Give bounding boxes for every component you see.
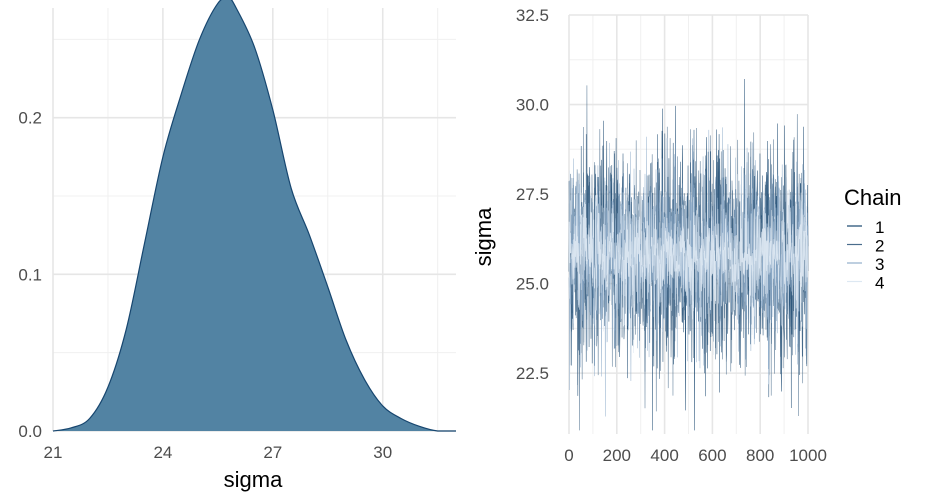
- density-fill: [53, 0, 456, 431]
- legend-title: Chain: [844, 185, 901, 210]
- density-chart: 0.0 0.1 0.2 21 24 27 30 sigma: [18, 0, 456, 492]
- trace-x-tick-label: 0: [564, 446, 573, 465]
- density-panel: 0.0 0.1 0.2 21 24 27 30 sigma: [0, 0, 460, 504]
- density-curve: [52, 0, 456, 432]
- legend-label-2: 2: [875, 237, 884, 256]
- trace-y-axis-title: sigma: [471, 207, 496, 266]
- trace-y-tick-labels: 22.5 25.0 27.5 30.0 32.5: [516, 6, 549, 383]
- density-area: [52, 0, 456, 432]
- legend-label-3: 3: [875, 255, 884, 274]
- trace-x-tick-label: 600: [698, 446, 726, 465]
- trace-y-tick-label: 25.0: [516, 275, 549, 294]
- trace-x-tick-labels: 0 200 400 600 800 1000: [564, 446, 827, 465]
- trace-y-tick-label: 30.0: [516, 96, 549, 115]
- density-y-tick-label: 0.1: [18, 265, 42, 284]
- trace-x-tick-label: 200: [603, 446, 631, 465]
- density-x-axis-title: sigma: [224, 467, 283, 492]
- density-y-tick-labels: 0.0 0.1 0.2: [18, 109, 42, 441]
- density-y-tick-label: 0.0: [18, 422, 42, 441]
- density-x-tick-labels: 21 24 27 30: [44, 443, 393, 462]
- trace-chart: 22.5 25.0 27.5 30.0 32.5 0 200 400 600 800 1000 s…: [471, 6, 901, 465]
- density-x-tick-label: 21: [44, 443, 63, 462]
- trace-x-tick-label: 400: [650, 446, 678, 465]
- trace-series-4: [568, 170, 809, 355]
- trace-panel: 22.5 25.0 27.5 30.0 32.5 0 200 400 600 800 1000 s…: [470, 0, 936, 504]
- trace-y-tick-label: 22.5: [516, 364, 549, 383]
- density-x-tick-label: 30: [373, 443, 392, 462]
- trace-y-tick-label: 32.5: [516, 6, 549, 25]
- trace-x-tick-label: 800: [746, 446, 774, 465]
- density-x-tick-label: 24: [153, 443, 172, 462]
- legend-label-4: 4: [875, 274, 884, 293]
- density-y-tick-label: 0.2: [18, 109, 42, 128]
- trace-x-tick-label: 1000: [789, 446, 827, 465]
- legend-label-1: 1: [875, 218, 884, 237]
- density-x-tick-label: 27: [263, 443, 282, 462]
- trace-y-tick-label: 27.5: [516, 185, 549, 204]
- trace-lines: [568, 79, 809, 431]
